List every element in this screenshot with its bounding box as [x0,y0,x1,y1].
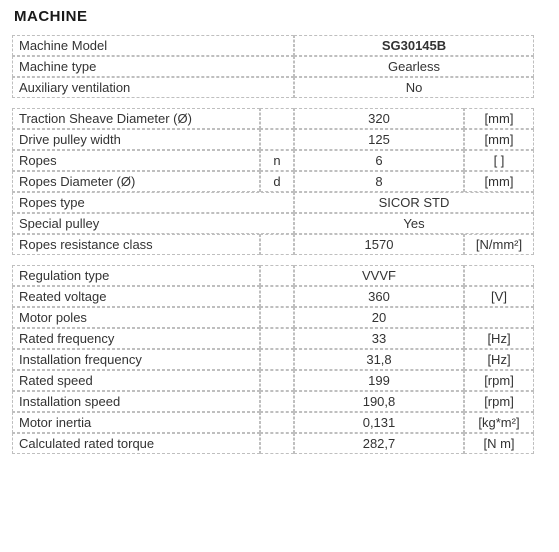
row-unit: [kg*m²] [464,412,534,433]
row-label: Installation frequency [12,349,260,370]
row-label: Ropes [12,150,260,171]
row-value: 360 [294,286,464,307]
sheave-section: Traction Sheave Diameter (Ø) 320 [mm] Dr… [12,108,547,255]
row-unit: [mm] [464,171,534,192]
table-row: Rated speed 199 [rpm] [12,370,547,391]
row-unit: [Hz] [464,349,534,370]
table-row: Ropes type SICOR STD [12,192,547,213]
row-value: No [294,77,534,98]
row-unit: [Hz] [464,328,534,349]
row-symbol [260,391,294,412]
row-label: Regulation type [12,265,260,286]
table-row: Machine Model SG30145B [12,35,547,56]
row-unit [464,265,534,286]
row-value: 320 [294,108,464,129]
row-symbol [260,370,294,391]
table-row: Machine type Gearless [12,56,547,77]
table-row: Ropes Diameter (Ø) d 8 [mm] [12,171,547,192]
row-value: 1570 [294,234,464,255]
table-row: Special pulley Yes [12,213,547,234]
row-value: 0,131 [294,412,464,433]
row-label: Ropes resistance class [12,234,260,255]
row-label: Calculated rated torque [12,433,260,454]
row-label: Machine Model [12,35,294,56]
row-label: Traction Sheave Diameter (Ø) [12,108,260,129]
row-value: SG30145B [294,35,534,56]
row-value: 20 [294,307,464,328]
row-symbol [260,307,294,328]
row-label: Motor inertia [12,412,260,433]
row-unit: [N/mm²] [464,234,534,255]
row-value: 282,7 [294,433,464,454]
section-title: MACHINE [14,8,547,25]
header-section: Machine Model SG30145B Machine type Gear… [12,35,547,98]
row-symbol [260,108,294,129]
table-row: Ropes n 6 [ ] [12,150,547,171]
table-row: Motor poles 20 [12,307,547,328]
row-unit: [rpm] [464,391,534,412]
row-value: SICOR STD [294,192,534,213]
row-symbol [260,412,294,433]
table-row: Drive pulley width 125 [mm] [12,129,547,150]
row-label: Special pulley [12,213,294,234]
row-unit: [V] [464,286,534,307]
row-label: Ropes Diameter (Ø) [12,171,260,192]
table-row: Auxiliary ventilation No [12,77,547,98]
row-symbol [260,433,294,454]
row-symbol [260,328,294,349]
row-value: Gearless [294,56,534,77]
table-row: Installation frequency 31,8 [Hz] [12,349,547,370]
row-label: Motor poles [12,307,260,328]
table-row: Rated frequency 33 [Hz] [12,328,547,349]
row-value: 8 [294,171,464,192]
row-symbol: n [260,150,294,171]
table-row: Reated voltage 360 [V] [12,286,547,307]
row-unit: [rpm] [464,370,534,391]
row-value: 190,8 [294,391,464,412]
row-unit [464,307,534,328]
row-value: Yes [294,213,534,234]
row-value: 125 [294,129,464,150]
row-symbol [260,286,294,307]
row-unit: [mm] [464,108,534,129]
row-value: VVVF [294,265,464,286]
row-unit: [N m] [464,433,534,454]
row-unit: [ ] [464,150,534,171]
table-row: Installation speed 190,8 [rpm] [12,391,547,412]
row-symbol: d [260,171,294,192]
row-symbol [260,265,294,286]
row-label: Ropes type [12,192,294,213]
table-row: Traction Sheave Diameter (Ø) 320 [mm] [12,108,547,129]
row-label: Machine type [12,56,294,77]
row-symbol [260,234,294,255]
row-symbol [260,129,294,150]
table-row: Ropes resistance class 1570 [N/mm²] [12,234,547,255]
row-unit: [mm] [464,129,534,150]
row-value: 31,8 [294,349,464,370]
row-label: Rated frequency [12,328,260,349]
row-label: Rated speed [12,370,260,391]
row-value: 199 [294,370,464,391]
row-label: Drive pulley width [12,129,260,150]
row-label: Reated voltage [12,286,260,307]
row-value: 33 [294,328,464,349]
row-label: Auxiliary ventilation [12,77,294,98]
table-row: Regulation type VVVF [12,265,547,286]
row-label: Installation speed [12,391,260,412]
table-row: Motor inertia 0,131 [kg*m²] [12,412,547,433]
row-value: 6 [294,150,464,171]
table-row: Calculated rated torque 282,7 [N m] [12,433,547,454]
motor-section: Regulation type VVVF Reated voltage 360 … [12,265,547,454]
row-symbol [260,349,294,370]
